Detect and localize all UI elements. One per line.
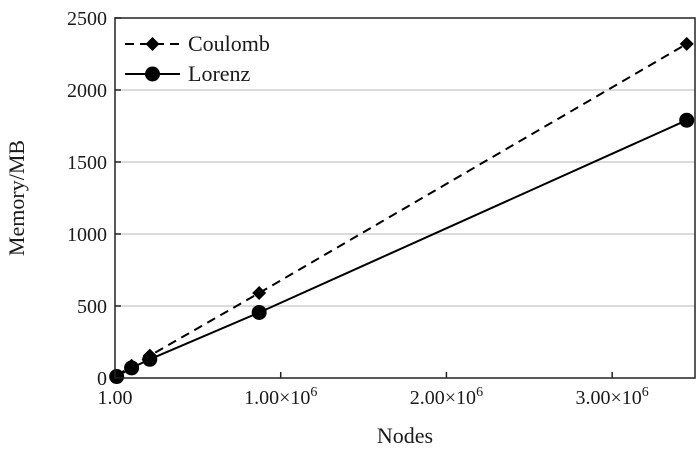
series-group [109, 36, 695, 385]
y-tick-label: 1000 [67, 224, 107, 246]
legend-label: Coulomb [188, 31, 270, 56]
y-tick-label: 2500 [67, 8, 107, 30]
data-point [109, 369, 125, 385]
y-axis-ticks: 0 500 1000 1500 2000 2500 [67, 8, 121, 390]
x-axis-ticks: 1.00 1.00×106 2.00×106 3.00×106 [98, 372, 649, 409]
data-point [142, 351, 158, 367]
data-point [679, 36, 694, 51]
legend-item: Coulomb [125, 31, 270, 56]
legend-label: Lorenz [188, 61, 251, 86]
grid-lines [115, 89, 695, 307]
x-tick-label: 1.00 [98, 387, 133, 409]
y-tick-label: 500 [77, 296, 107, 318]
data-point [252, 286, 267, 301]
series-line [116, 43, 688, 377]
series-lorenz [109, 112, 695, 385]
x-tick-label: 1.00×106 [244, 385, 317, 409]
y-axis-title: Memory/MB [4, 140, 29, 256]
y-tick-label: 0 [97, 368, 107, 390]
series-coulomb [109, 36, 694, 383]
data-point [679, 112, 695, 128]
legend-marker [145, 37, 160, 51]
legend-item: Lorenz [125, 61, 251, 86]
y-tick-label: 1500 [67, 152, 107, 174]
series-line [116, 119, 688, 378]
x-tick-label: 3.00×106 [576, 385, 649, 409]
legend-marker [145, 66, 160, 82]
data-point [124, 360, 140, 376]
y-tick-label: 2000 [67, 80, 107, 102]
legend: Coulomb Lorenz [125, 31, 270, 86]
x-axis-title: Nodes [377, 423, 433, 448]
data-point [251, 304, 267, 320]
x-tick-label: 2.00×106 [410, 385, 483, 409]
plot-frame [114, 17, 696, 379]
